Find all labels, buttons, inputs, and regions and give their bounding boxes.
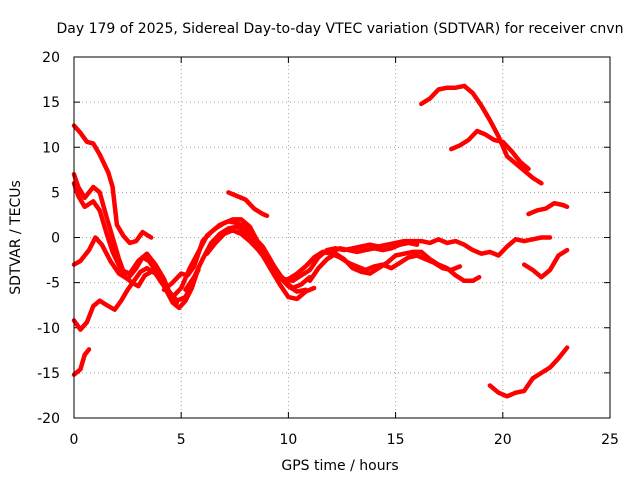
series-arc-5 [71,265,201,332]
data-series [71,83,570,399]
x-tick-label: 25 [601,432,619,448]
series-arc-17 [526,200,570,217]
series-arc-14 [226,190,270,219]
x-axis-label: GPS time / hours [281,458,398,474]
plot-frame [73,56,611,419]
y-tick-label: 20 [42,50,60,66]
series-arc-4 [71,235,201,303]
y-tick-label: 10 [42,140,60,156]
series-arc-16 [449,128,531,172]
tick-labels: 0 5 10 15 20 25 -20 -15 -10 -5 0 5 10 15 20 [37,50,619,448]
series-arc-19 [487,345,570,399]
y-tick-label: -10 [37,321,60,337]
x-tick-label: 20 [494,432,512,448]
x-tick-label: 0 [70,432,79,448]
y-tick-label: -15 [37,366,60,382]
series-arc-1 [71,123,154,246]
series-arc-10 [204,228,553,284]
y-tick-label: -5 [46,276,60,292]
series-arc-6 [71,347,92,377]
y-tick-label: 5 [51,185,60,201]
x-tick-label: 15 [387,432,405,448]
series-arc-18 [521,247,570,280]
y-tick-label: 0 [51,231,60,247]
series-arc-15 [419,83,544,186]
series-arc-2 [71,172,154,289]
chart-title: Day 179 of 2025, Sidereal Day-to-day VTE… [57,21,624,37]
series-arc-13 [329,240,420,255]
series-arc-8 [170,217,313,300]
y-tick-label: 15 [42,95,60,111]
y-axis-label: SDTVAR / TECUs [8,180,24,295]
series-arc-12 [307,249,482,284]
grid [74,57,610,418]
x-tick-label: 5 [177,432,186,448]
x-tick-label: 10 [279,432,297,448]
series-arc-3 [71,181,180,305]
y-tick-label: -20 [37,411,60,427]
